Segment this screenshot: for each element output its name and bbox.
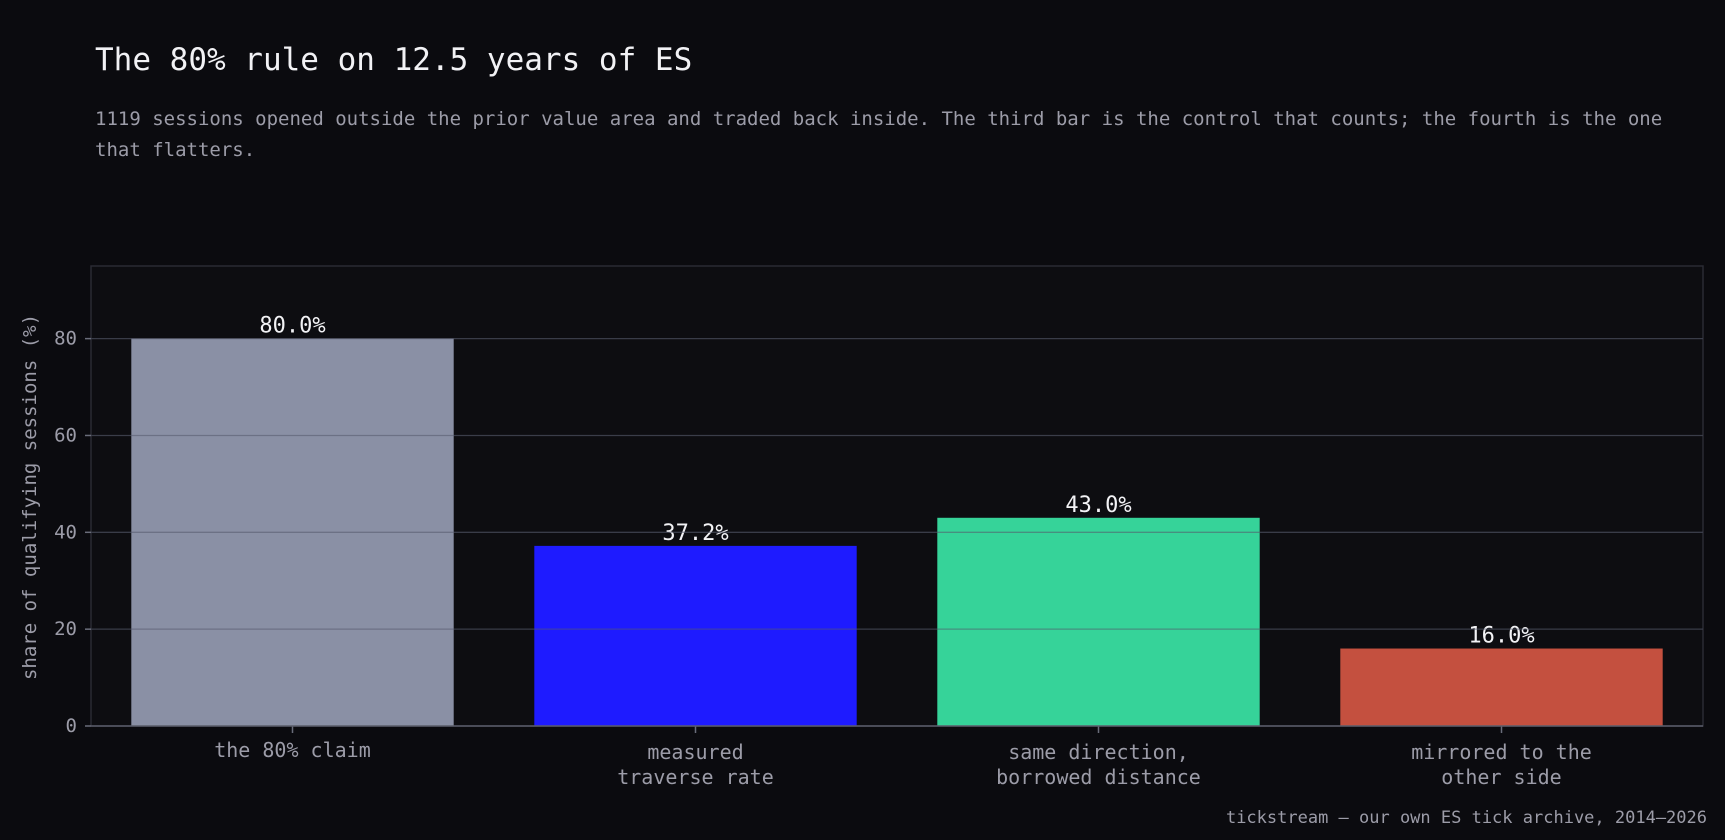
x-tick-label: measured bbox=[647, 740, 743, 764]
bar bbox=[937, 517, 1260, 726]
bar-value-label: 16.0% bbox=[1468, 624, 1534, 649]
x-tick-label: borrowed distance bbox=[996, 765, 1201, 789]
chart-subtitle: 1119 sessions opened outside the prior v… bbox=[95, 108, 1663, 161]
y-tick-label: 60 bbox=[54, 424, 77, 446]
y-tick-label: 0 bbox=[66, 715, 77, 737]
bar-chart: 0 20 40 60 80 80.0% the 80% claim 37.2% measured… bbox=[19, 265, 1704, 789]
x-tick-label: mirrored to the bbox=[1411, 740, 1592, 764]
bar-value-label: 80.0% bbox=[259, 314, 325, 339]
bar-value-label: 37.2% bbox=[662, 521, 728, 546]
bar bbox=[1340, 648, 1663, 726]
x-tick-label: traverse rate bbox=[617, 765, 774, 789]
x-tick-label: same direction, bbox=[1008, 740, 1189, 764]
bar bbox=[534, 545, 857, 726]
y-axis-label: share of qualifying sessions (%) bbox=[19, 314, 41, 680]
chart-title: The 80% rule on 12.5 years of ES bbox=[95, 42, 693, 78]
y-tick-label: 80 bbox=[54, 328, 77, 350]
y-tick-label: 20 bbox=[54, 618, 77, 640]
y-tick-label: 40 bbox=[54, 521, 77, 543]
x-tick-label: other side bbox=[1441, 765, 1561, 789]
source-note: tickstream — our own ES tick archive, 20… bbox=[1225, 808, 1707, 828]
bar-value-label: 43.0% bbox=[1065, 493, 1131, 518]
x-tick-label: the 80% claim bbox=[214, 738, 371, 762]
